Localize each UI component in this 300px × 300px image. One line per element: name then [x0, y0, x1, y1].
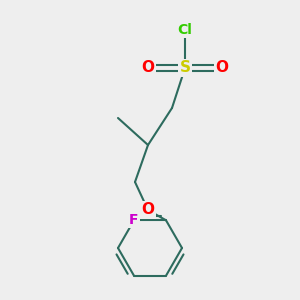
- Text: O: O: [142, 61, 154, 76]
- Text: O: O: [215, 61, 229, 76]
- Text: O: O: [142, 202, 154, 217]
- Text: Cl: Cl: [178, 23, 192, 37]
- Text: F: F: [129, 213, 139, 227]
- Text: S: S: [179, 61, 191, 76]
